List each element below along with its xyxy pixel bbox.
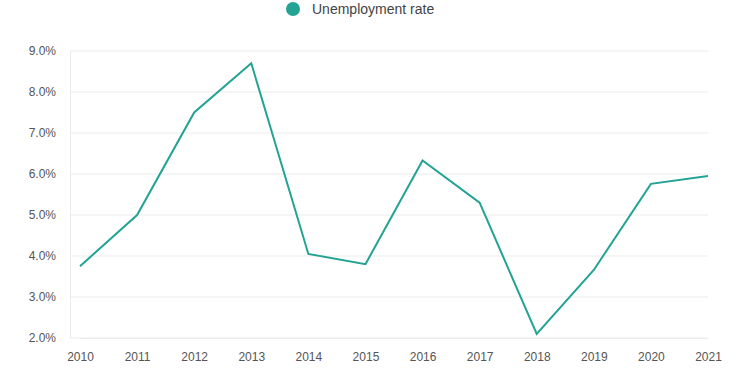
x-tick: 2015 bbox=[353, 338, 380, 364]
grid-line bbox=[70, 215, 708, 216]
x-axis-line bbox=[81, 338, 709, 339]
x-tick-label: 2017 bbox=[467, 350, 494, 364]
y-axis-line bbox=[70, 52, 71, 339]
y-axis: 2.0% 3.0% 4.0% 5.0% 6.0% 7.0% 8.0% 9.0% bbox=[29, 44, 71, 345]
x-tick-label: 2021 bbox=[695, 350, 722, 364]
grid-line bbox=[70, 92, 708, 93]
plot-area bbox=[80, 63, 708, 334]
y-tick-label: 6.0% bbox=[29, 167, 57, 181]
y-tick-label: 3.0% bbox=[29, 290, 57, 304]
x-tick-label: 2018 bbox=[524, 350, 551, 364]
x-tick: 2019 bbox=[581, 338, 608, 364]
x-tick: 2014 bbox=[296, 338, 323, 364]
grid-line bbox=[70, 133, 708, 134]
y-tick: 3.0% bbox=[29, 290, 70, 304]
x-tick-label: 2014 bbox=[296, 350, 323, 364]
x-tick-label: 2015 bbox=[353, 350, 380, 364]
x-tick: 2010 bbox=[67, 338, 94, 364]
y-tick: 8.0% bbox=[29, 85, 70, 99]
x-tick-label: 2020 bbox=[638, 350, 665, 364]
x-tick: 2012 bbox=[181, 338, 208, 364]
grid-line bbox=[70, 338, 708, 339]
legend: Unemployment rate bbox=[286, 1, 434, 17]
y-tick-label: 5.0% bbox=[29, 208, 57, 222]
x-tick-label: 2019 bbox=[581, 350, 608, 364]
legend-label: Unemployment rate bbox=[312, 1, 434, 17]
x-tick: 2013 bbox=[238, 338, 265, 364]
x-tick: 2018 bbox=[524, 338, 551, 364]
y-tick: 5.0% bbox=[29, 208, 70, 222]
x-axis: 2010 2011 2012 2013 2014 2015 2016 2017 2018 2019… bbox=[67, 338, 722, 364]
y-tick: 4.0% bbox=[29, 249, 70, 263]
chart: 2.0% 3.0% 4.0% 5.0% 6.0% 7.0% 8.0% 9.0% 2010 2011… bbox=[0, 0, 744, 378]
x-tick: 2017 bbox=[467, 338, 494, 364]
y-tick: 7.0% bbox=[29, 126, 70, 140]
y-tick-label: 2.0% bbox=[29, 331, 57, 345]
series-line bbox=[80, 63, 708, 334]
y-tick-label: 4.0% bbox=[29, 249, 57, 263]
x-tick: 2020 bbox=[638, 338, 665, 364]
x-tick: 2021 bbox=[695, 338, 722, 364]
grid-line bbox=[70, 51, 708, 52]
y-tick: 9.0% bbox=[29, 44, 70, 58]
y-tick-label: 9.0% bbox=[29, 44, 57, 58]
x-tick-label: 2012 bbox=[181, 350, 208, 364]
x-tick-label: 2016 bbox=[410, 350, 437, 364]
grid-line bbox=[70, 256, 708, 257]
y-tick-label: 8.0% bbox=[29, 85, 57, 99]
y-tick: 2.0% bbox=[29, 331, 70, 345]
legend-marker bbox=[286, 2, 300, 16]
x-tick: 2016 bbox=[410, 338, 437, 364]
x-tick-label: 2013 bbox=[238, 350, 265, 364]
grid bbox=[70, 51, 708, 338]
grid-line bbox=[70, 174, 708, 175]
x-tick-label: 2011 bbox=[125, 350, 151, 364]
grid-line bbox=[70, 297, 708, 298]
y-tick-label: 7.0% bbox=[29, 126, 57, 140]
x-tick: 2011 bbox=[125, 338, 151, 364]
x-tick-label: 2010 bbox=[67, 350, 94, 364]
y-tick: 6.0% bbox=[29, 167, 70, 181]
